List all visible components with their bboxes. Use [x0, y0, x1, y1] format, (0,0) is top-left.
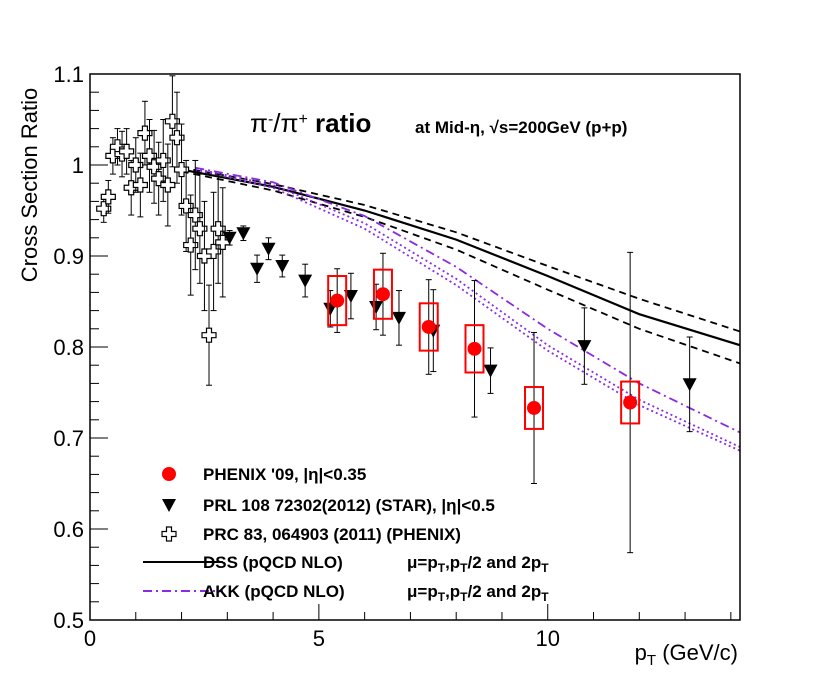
legend-marker — [162, 467, 176, 481]
data-point — [119, 143, 135, 159]
data-point — [467, 341, 482, 356]
data-point — [205, 243, 222, 260]
chart-subtitle: at Mid-η, √s=200GeV (p+p) — [415, 118, 627, 137]
data-point — [96, 201, 112, 217]
y-tick-label: 0.7 — [53, 426, 84, 451]
y-tick-label: 1 — [72, 153, 84, 178]
curve-akk-pt-2 — [195, 167, 741, 448]
data-point — [132, 177, 148, 193]
data-point — [128, 157, 144, 173]
data-point — [375, 287, 390, 302]
data-point — [298, 274, 313, 288]
data-point — [215, 234, 231, 250]
curve-dss-pqcd-nlo- — [181, 168, 741, 347]
systematic-box — [524, 386, 545, 430]
x-tick-label: 10 — [536, 626, 560, 651]
legend-marker — [161, 526, 177, 542]
systematic-box — [327, 275, 348, 327]
x-tick-label: 5 — [313, 626, 325, 651]
legend-label: PRL 108 72302(2012) (STAR), |η|<0.5 — [203, 496, 495, 515]
data-point — [160, 177, 176, 193]
data-point — [623, 395, 638, 410]
data-point — [369, 300, 384, 314]
chart-title: π-/π+ ratio — [250, 108, 371, 138]
x-axis-title: pT (GeV/c) — [635, 640, 738, 669]
y-tick-label: 0.5 — [53, 608, 84, 633]
data-point — [343, 290, 358, 304]
curve-dss-2pt — [181, 170, 741, 365]
legend-label: AKK (pQCD NLO) — [203, 582, 345, 601]
data-markers — [96, 75, 697, 554]
data-point — [527, 400, 542, 415]
y-axis-title: Cross Section Ratio — [17, 88, 42, 282]
data-point — [250, 262, 265, 276]
data-point — [236, 227, 251, 241]
data-point — [261, 242, 276, 256]
data-point — [330, 293, 345, 308]
systematic-box — [418, 302, 439, 352]
legend-note: μ=pT,pT/2 and 2pT — [407, 582, 549, 604]
data-point — [577, 340, 592, 354]
x-tick-label: 0 — [84, 626, 96, 651]
systematic-box — [620, 380, 641, 425]
legend-label: DSS (pQCD NLO) — [203, 553, 343, 572]
y-tick-label: 1.1 — [53, 62, 84, 87]
data-point — [100, 189, 116, 205]
theory-curves — [181, 166, 741, 452]
data-point — [173, 161, 190, 178]
data-point — [192, 221, 208, 237]
systematic-box — [372, 268, 393, 320]
curve-dss-pt-2 — [181, 166, 741, 333]
legend-marker — [162, 499, 176, 512]
legend-label: PHENIX '09, |η|<0.35 — [203, 465, 366, 484]
legend: PHENIX '09, |η|<0.35 PRL 108 72302(2012) … — [143, 465, 549, 604]
curve-akk-pqcd-nlo- — [195, 166, 741, 434]
data-point — [155, 152, 171, 169]
data-point — [137, 125, 153, 141]
data-point — [183, 237, 199, 253]
data-point — [682, 378, 697, 392]
data-point — [222, 231, 237, 245]
data-point — [483, 364, 498, 378]
y-tick-label: 0.9 — [53, 244, 84, 269]
data-point — [201, 327, 217, 343]
axis-ticks: 0 5 10 0.5 0.6 0.7 0.8 0.9 1 1.1 — [53, 62, 732, 651]
legend-note: μ=pT,pT/2 and 2pT — [407, 553, 549, 575]
y-tick-label: 0.8 — [53, 335, 84, 360]
data-point — [391, 311, 406, 325]
data-point — [164, 113, 180, 129]
legend-label: PRC 83, 064903 (2011) (PHENIX) — [203, 525, 461, 544]
systematic-box — [464, 324, 485, 374]
data-point — [169, 130, 185, 146]
data-point — [275, 260, 290, 274]
data-point — [421, 319, 436, 334]
y-tick-label: 0.6 — [53, 517, 84, 542]
